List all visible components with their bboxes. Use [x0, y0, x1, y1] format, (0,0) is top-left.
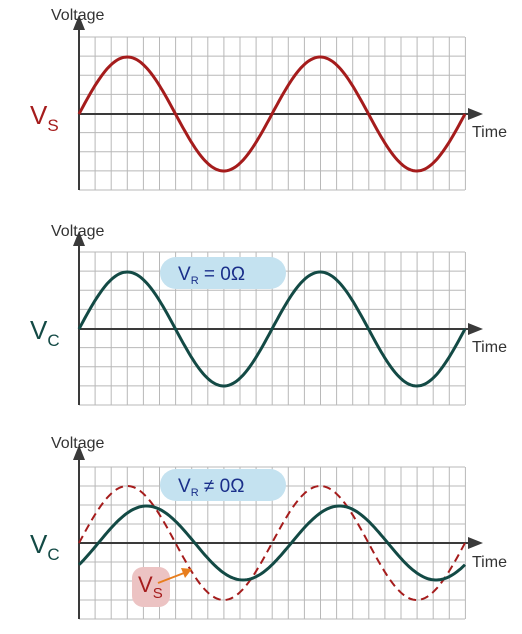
- y-axis-title: Voltage: [51, 223, 104, 240]
- x-axis-arrow: [468, 537, 483, 549]
- side-label-vc: VC: [30, 315, 60, 350]
- side-label-vc: VC: [30, 529, 60, 564]
- x-axis-title: Time: [472, 124, 507, 141]
- x-axis-arrow: [468, 323, 483, 335]
- y-axis-title: Voltage: [51, 7, 104, 24]
- y-axis-title: Voltage: [51, 435, 104, 452]
- side-label-vs: VS: [30, 100, 59, 135]
- resistance-badge-text: VR = 0Ω: [178, 264, 245, 287]
- panel-capacitor-voltage-rnon0: Voltage Time VC VR ≠ 0Ω VS: [30, 435, 507, 619]
- x-axis-title: Time: [472, 339, 507, 356]
- resistance-badge-text: VR ≠ 0Ω: [178, 476, 244, 499]
- panel-source-voltage: Voltage Time VS: [30, 7, 507, 190]
- panel-capacitor-voltage-r0: Voltage Time VC VR = 0Ω: [30, 223, 507, 405]
- x-axis-arrow: [468, 108, 483, 120]
- x-axis-title: Time: [472, 554, 507, 571]
